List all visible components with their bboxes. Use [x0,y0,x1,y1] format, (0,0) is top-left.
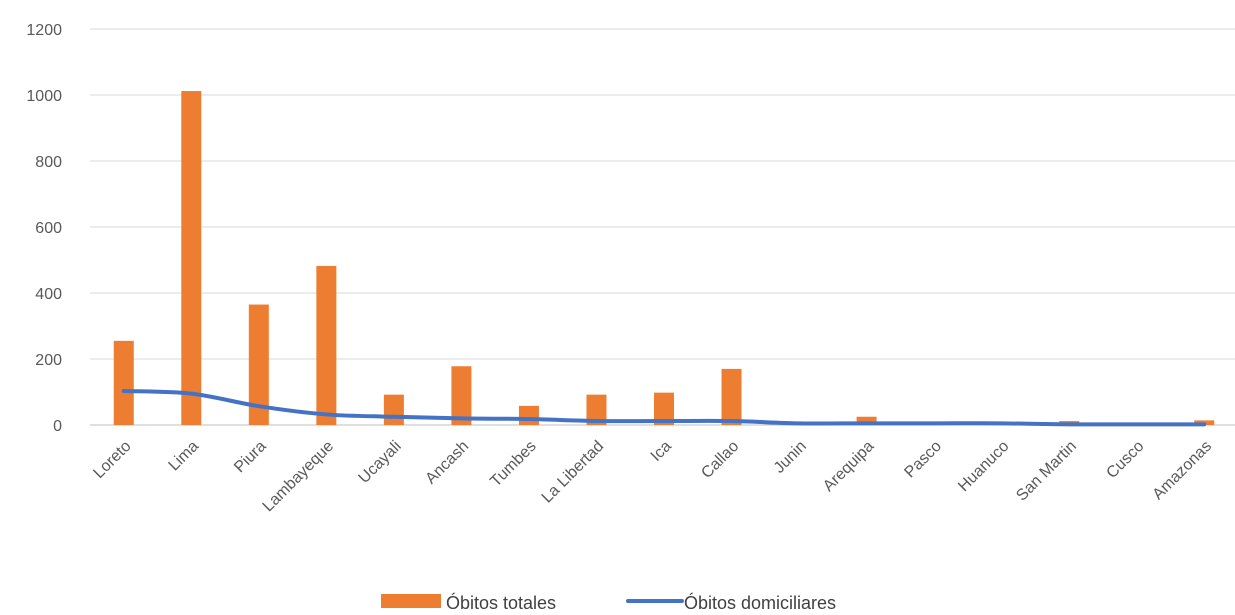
bar-piura [248,304,269,425]
legend: Óbitos totales Óbitos domiciliares [381,592,836,613]
bar-callao [721,368,742,425]
y-tick-label: 200 [35,352,62,369]
x-tick-label: Callao [698,438,742,482]
x-tick-label: Lambayeque [260,438,338,516]
bar-tumbes [518,405,539,425]
x-tick-label: Ica [648,438,675,465]
bar-arequipa [856,416,877,425]
gridlines [90,28,1235,426]
y-axis-ticks: 0 200 400 600 800 1000 1200 [26,22,62,435]
x-tick-label: Junin [771,438,810,477]
legend-label-obitos-domiciliares: Óbitos domiciliares [684,592,836,610]
y-tick-label: 800 [35,154,62,171]
line-obitos-domiciliares [121,389,1207,427]
bar-ucayali [383,394,404,425]
x-tick-label: San Martin [1013,438,1080,505]
bar-lambayeque [316,265,337,425]
x-tick-label: Amazonas [1150,438,1215,503]
x-tick-label: Ancash [422,438,472,488]
y-tick-label: 600 [35,220,62,237]
x-tick-label: Piura [231,438,270,477]
bar-la-libertad [586,394,607,425]
bar-series [113,91,1215,425]
bar-ica [654,392,674,425]
bar-loreto [113,340,134,425]
y-tick-label: 0 [53,418,62,435]
y-tick-label: 1000 [26,88,62,105]
x-tick-label: Pasco [901,438,945,482]
line-series [121,389,1207,427]
x-tick-label: Tumbes [487,438,539,490]
x-tick-label: Lima [166,438,203,475]
x-tick-label: La Libertad [539,438,608,507]
legend-label-obitos-totales: Óbitos totales [446,592,556,610]
x-tick-label: Loreto [90,438,134,482]
x-tick-label: Arequipa [820,438,877,495]
legend-swatch-obitos-totales [381,594,441,608]
x-tick-label: Cusco [1103,438,1147,482]
x-tick-label: Huanuco [955,438,1012,495]
bar-ancash [451,366,472,425]
bar-lima [181,91,202,425]
x-tick-label: Ucayali [356,438,405,487]
y-tick-label: 1200 [26,22,62,39]
y-tick-label: 400 [35,286,62,303]
